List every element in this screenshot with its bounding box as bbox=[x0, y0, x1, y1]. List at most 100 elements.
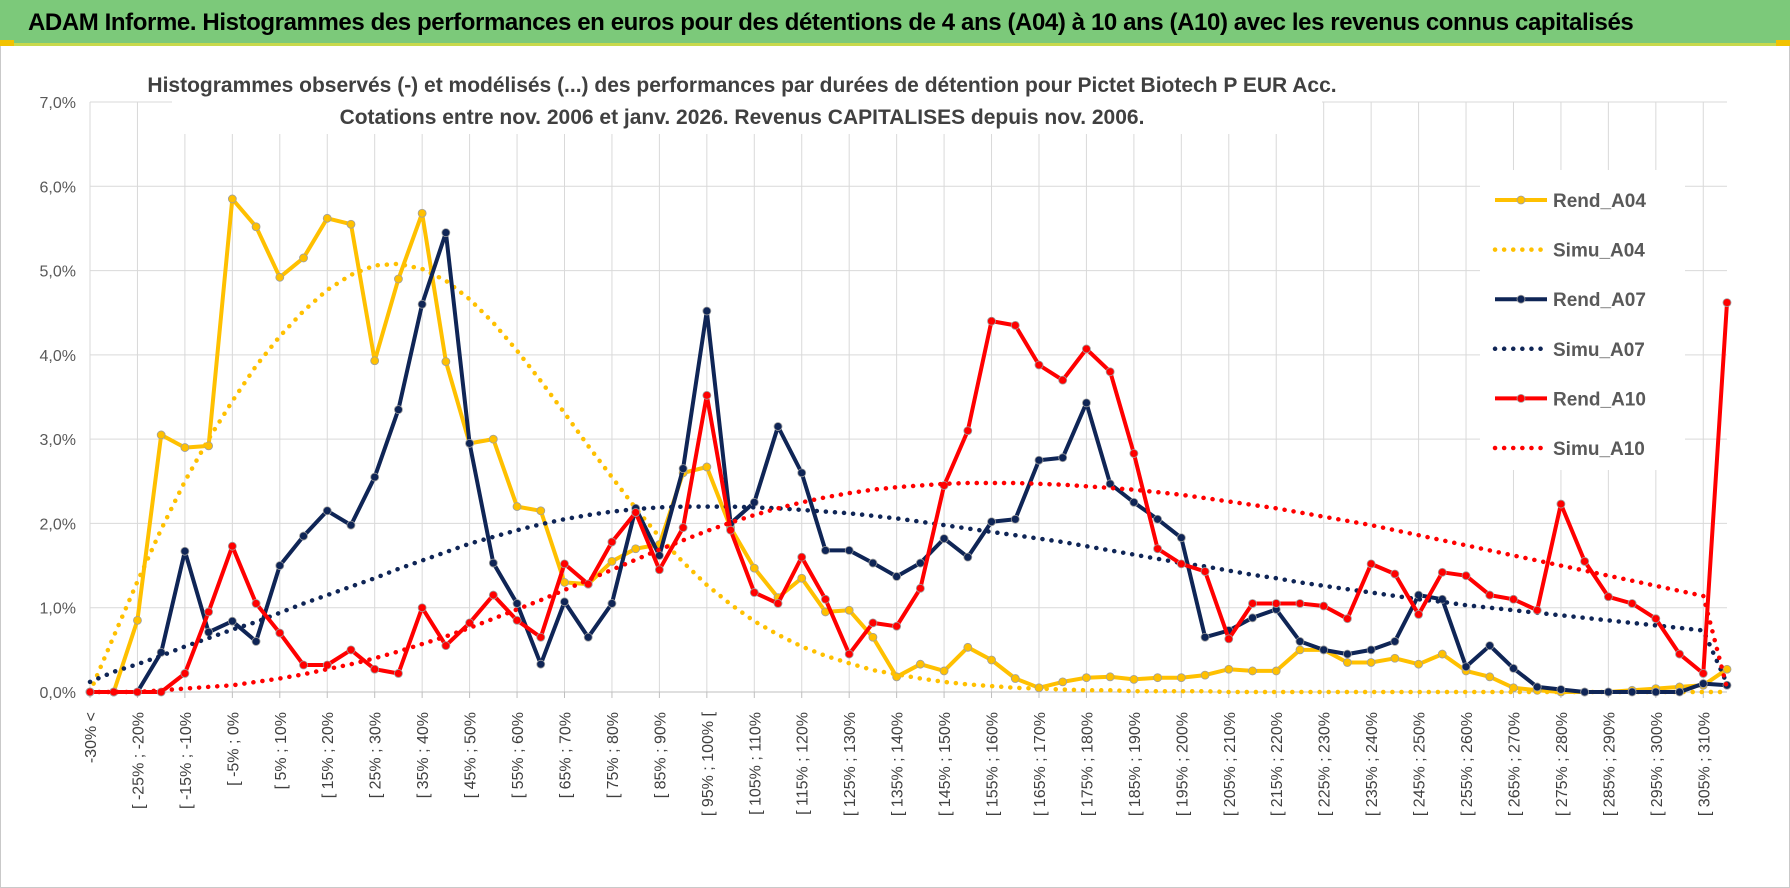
y-tick-label: 0,0% bbox=[40, 685, 76, 702]
data-point-rend-a07 bbox=[1461, 662, 1471, 672]
data-point-rend-a07 bbox=[1556, 685, 1566, 694]
corner-accent-right bbox=[1776, 40, 1790, 46]
data-point-rend-a04 bbox=[939, 666, 949, 676]
data-point-rend-a10 bbox=[987, 316, 996, 326]
data-point-rend-a10 bbox=[844, 649, 854, 659]
data-point-rend-a10 bbox=[1461, 571, 1471, 581]
grid-lines bbox=[89, 101, 1727, 693]
data-point-rend-a04 bbox=[536, 506, 546, 516]
data-point-rend-a10 bbox=[1485, 590, 1495, 600]
data-point-rend-a04 bbox=[1414, 659, 1423, 669]
data-point-rend-a10 bbox=[797, 552, 807, 562]
series-line-rend-a10 bbox=[90, 302, 1729, 694]
data-point-rend-a07 bbox=[1105, 479, 1115, 489]
data-point-rend-a07 bbox=[1248, 613, 1257, 623]
data-point-rend-a10 bbox=[915, 583, 925, 593]
data-point-rend-a07 bbox=[939, 534, 949, 543]
legend-label-rend-a10: Rend_A10 bbox=[1553, 389, 1646, 410]
data-point-rend-a04 bbox=[1105, 672, 1115, 682]
data-point-rend-a04 bbox=[1722, 664, 1732, 674]
data-point-rend-a04 bbox=[1058, 677, 1068, 687]
data-point-rend-a10 bbox=[1034, 360, 1044, 370]
data-point-rend-a07 bbox=[1153, 514, 1163, 524]
x-axis-ticks: -30% < [ -25% ; -20% [ -15% ; -10% [ -5% ; … bbox=[83, 691, 1727, 816]
data-point-rend-a04 bbox=[1366, 658, 1376, 667]
data-point-rend-a04 bbox=[417, 208, 427, 218]
x-tick-label: [ 165% ; 170% bbox=[1032, 712, 1049, 816]
series-group bbox=[85, 194, 1732, 697]
corner-accent-left bbox=[0, 40, 14, 46]
data-point-rend-a04 bbox=[251, 222, 261, 232]
data-point-rend-a07 bbox=[370, 472, 380, 482]
data-point-rend-a10 bbox=[536, 632, 546, 642]
data-point-rend-a07 bbox=[1627, 687, 1637, 697]
x-tick-label: [ 135% ; 140% bbox=[890, 712, 907, 816]
x-tick-label: [ 115% ; 120% bbox=[795, 712, 812, 815]
data-point-rend-a07 bbox=[1603, 687, 1613, 697]
data-point-rend-a07 bbox=[299, 531, 308, 541]
legend-marker-rend-a07 bbox=[1516, 294, 1526, 304]
data-point-rend-a10 bbox=[1414, 610, 1423, 619]
data-point-rend-a04 bbox=[868, 632, 878, 642]
data-point-rend-a04 bbox=[797, 573, 807, 583]
x-tick-label: [ 65% ; 70% bbox=[557, 712, 574, 798]
data-point-rend-a10 bbox=[1580, 556, 1590, 566]
data-point-rend-a07 bbox=[322, 506, 332, 516]
data-point-rend-a07 bbox=[773, 422, 783, 431]
data-point-rend-a07 bbox=[1058, 453, 1068, 463]
data-point-rend-a04 bbox=[915, 659, 925, 669]
x-tick-label: [ 265% ; 270% bbox=[1506, 712, 1523, 816]
y-tick-label: 2,0% bbox=[40, 516, 76, 533]
chart-title-line2: Cotations entre nov. 2006 et janv. 2026.… bbox=[340, 106, 1145, 129]
data-point-rend-a10 bbox=[1153, 544, 1163, 554]
x-tick-label: [ 55% ; 60% bbox=[510, 712, 527, 798]
data-point-rend-a10 bbox=[773, 599, 783, 608]
data-point-rend-a07 bbox=[1580, 687, 1590, 697]
data-point-rend-a07 bbox=[1698, 679, 1708, 688]
x-tick-label: [ 125% ; 130% bbox=[842, 712, 859, 816]
data-point-rend-a07 bbox=[868, 558, 878, 568]
data-point-rend-a10 bbox=[607, 537, 617, 547]
data-point-rend-a04 bbox=[631, 544, 641, 554]
x-tick-label: [ 5% ; 10% bbox=[273, 712, 290, 789]
x-tick-label: [ 155% ; 160% bbox=[985, 712, 1002, 816]
y-axis-ticks: 0,0% 1,0% 2,0% 3,0% 4,0% 5,0% 6,0% 7,0% bbox=[40, 95, 76, 702]
data-point-rend-a07 bbox=[536, 659, 546, 669]
data-point-rend-a10 bbox=[1319, 601, 1329, 611]
data-point-rend-a10 bbox=[560, 559, 569, 569]
data-point-rend-a07 bbox=[1034, 455, 1044, 465]
data-point-rend-a04 bbox=[1437, 649, 1447, 659]
data-point-rend-a04 bbox=[346, 219, 356, 229]
legend-label-rend-a04: Rend_A04 bbox=[1553, 191, 1646, 212]
data-point-rend-a10 bbox=[1200, 567, 1210, 576]
legend-label-rend-a07: Rend_A07 bbox=[1553, 290, 1646, 311]
data-point-rend-a07 bbox=[1295, 637, 1305, 646]
data-point-rend-a07 bbox=[749, 497, 759, 507]
data-point-rend-a04 bbox=[749, 563, 759, 573]
x-tick-label: [ 195% ; 200% bbox=[1174, 712, 1191, 816]
data-point-rend-a10 bbox=[180, 669, 190, 678]
data-point-rend-a10 bbox=[441, 641, 451, 651]
data-point-rend-a07 bbox=[821, 546, 830, 555]
x-tick-label: [ -25% ; -20% bbox=[130, 712, 147, 809]
legend-marker-rend-a10 bbox=[1516, 393, 1526, 403]
data-point-rend-a10 bbox=[868, 618, 878, 628]
data-point-rend-a10 bbox=[512, 615, 522, 625]
legend: Rend_A04 Simu_A04 Rend_A07 Simu_A07 Rend_A10… bbox=[1480, 170, 1685, 470]
data-point-rend-a04 bbox=[275, 272, 285, 282]
x-tick-label: [ 35% ; 40% bbox=[415, 712, 432, 798]
data-point-rend-a10 bbox=[1509, 594, 1518, 604]
data-point-rend-a04 bbox=[702, 462, 712, 472]
legend-label-simu-a04: Simu_A04 bbox=[1553, 241, 1645, 262]
data-point-rend-a07 bbox=[1390, 637, 1400, 646]
data-point-rend-a10 bbox=[488, 590, 498, 600]
data-point-rend-a04 bbox=[560, 578, 569, 587]
data-point-rend-a10 bbox=[1224, 634, 1234, 644]
data-point-rend-a07 bbox=[844, 546, 854, 555]
x-tick-label: [ 235% ; 240% bbox=[1364, 712, 1381, 816]
data-point-rend-a04 bbox=[1295, 645, 1305, 655]
data-point-rend-a10 bbox=[1437, 567, 1447, 577]
x-tick-label: [ 305% ; 310% bbox=[1696, 712, 1713, 816]
x-tick-label: [ 225% ; 230% bbox=[1317, 712, 1334, 816]
